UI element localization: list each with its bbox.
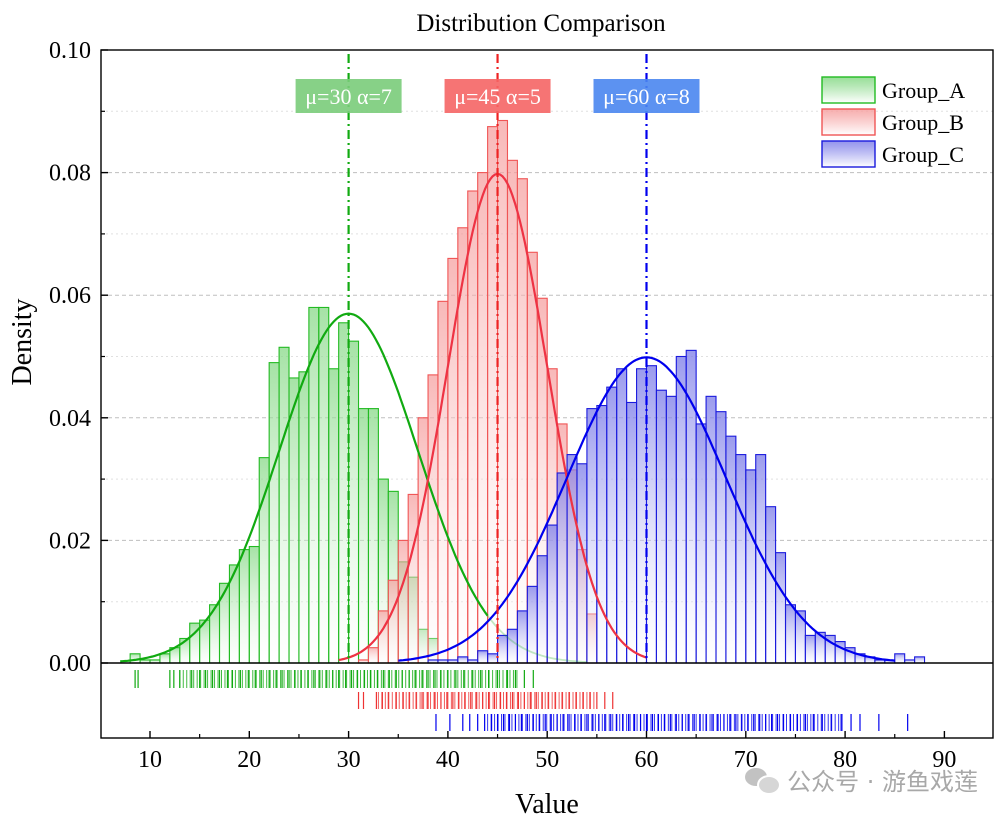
y-axis-label: Density [7,298,38,385]
x-tick-label: 10 [138,747,162,773]
histogram-bar [655,389,667,664]
histogram-bar [457,656,469,664]
mean-lines [347,54,648,663]
density-curve [120,312,489,663]
histogram-bar [914,656,926,664]
x-axis-label: Value [515,789,579,820]
legend-swatch [821,140,876,168]
legend-label: Group_C [882,142,964,167]
x-tick-label: 60 [635,747,659,773]
histogram-bar [328,368,340,664]
histogram-bar [348,340,360,664]
annotation-box [593,79,700,113]
legend-swatch [821,108,876,136]
histogram-bar [695,423,707,664]
y-tick-label: 0.04 [49,406,91,432]
histogram-bar [407,493,419,664]
histogram-bar [278,346,290,664]
x-tick-label: 90 [932,747,956,773]
x-tick-label: 50 [535,747,559,773]
histogram-bar [357,408,370,664]
histogram-bar [784,604,797,664]
watermark-text: 公众号 · 游鱼戏莲 [787,768,978,796]
histogram-bar [506,628,518,664]
wechat-icon [745,766,782,795]
x-tick-label: 40 [436,747,460,773]
histogram-bar [477,650,489,664]
histogram-bar [516,610,528,664]
x-tick-label: 20 [237,747,261,773]
x-tick-label: 30 [337,747,361,773]
histogram-bar [675,355,687,664]
histogram-bar [546,524,558,664]
histogram-bar [586,408,598,664]
histogram-bar [377,610,389,664]
y-tick-label: 0.02 [49,528,91,554]
histogram-bar [367,647,379,664]
histogram-bar [338,322,350,664]
density-curve [398,356,895,662]
histogram-bar [775,552,787,664]
histogram-bar [238,549,250,664]
histogram-bar [556,472,568,664]
density-curve-tail [486,615,587,663]
histogram-bar [725,435,737,664]
annotation-text: μ=45 α=5 [454,84,541,109]
histogram-bar [427,374,439,664]
annotation-box [295,79,402,113]
chart-title: Distribution Comparison [416,10,666,37]
histogram-bar [496,634,509,664]
histogram-bar [288,377,300,664]
y-tick-label: 0.08 [49,161,91,187]
histogram-bar [298,371,310,664]
legend-swatch [821,76,876,104]
annotation-box [444,79,551,113]
histogram-bar [437,300,449,664]
histogram-bar [745,469,757,664]
histogram-bar [665,395,677,664]
histogram-bar [367,408,379,664]
histogram-bar [387,579,399,664]
watermark: 公众号 · 游鱼戏莲 [745,762,978,797]
annotation-text: μ=30 α=7 [305,84,392,109]
histogram-bar [536,555,548,664]
histogram-bar [397,539,409,664]
histogram-bar [596,404,608,664]
histogram-bar [765,506,777,664]
histogram-bar [477,172,489,664]
y-tick-label: 0.00 [49,651,91,677]
histogram-bar [487,653,499,664]
histogram-bar [894,653,906,664]
y-tick-label: 0.10 [49,38,91,64]
histogram-bar [268,362,280,664]
y-tick-label: 0.06 [49,283,91,309]
histogram-bar [715,411,727,664]
histogram-bar [626,401,638,664]
histogram-bar [218,582,230,664]
histogram-bar [804,634,816,664]
legend-label: Group_B [882,110,964,135]
histogram-bar [645,365,657,664]
histogram-bar [735,454,747,664]
histogram-bar [487,126,499,664]
histogram-bar [616,368,628,664]
histogram-bar [496,119,509,664]
x-tick-label: 80 [833,747,857,773]
histogram-bar [159,653,171,664]
rug-marks [134,670,909,731]
histogram-bar [318,306,330,664]
histogram-bars [129,119,926,664]
mean-annotations: μ=30 α=7 μ=45 α=5 μ=60 α=8 [295,79,700,113]
legend-label: Group_A [882,78,965,103]
legend: Group_A Group_B Group_C [821,76,965,168]
histogram-bar [248,545,260,664]
annotation-text: μ=60 α=8 [603,84,690,109]
density-curve [338,172,647,662]
histogram-bar [636,368,648,664]
density-curves [120,172,895,663]
density-curve-tail [566,479,647,659]
